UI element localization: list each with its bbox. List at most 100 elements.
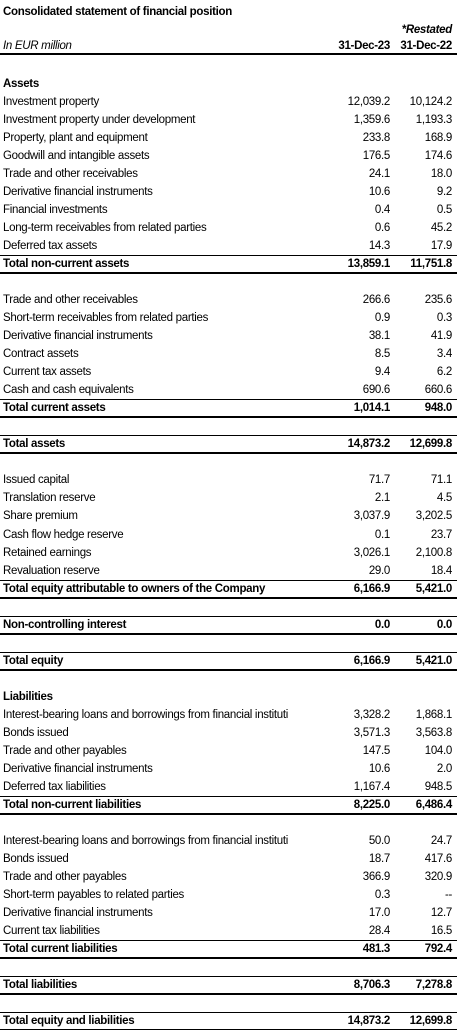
column-header: 31-Dec-22 <box>400 40 452 52</box>
row-label: Derivative financial instruments <box>3 186 153 199</box>
total-rule-top <box>0 435 457 437</box>
row-value: 3,037.9 <box>353 510 391 523</box>
row-value: 18.7 <box>368 852 390 865</box>
total-value: 14,873.2 <box>347 1015 391 1028</box>
unit: In EUR million <box>3 40 72 52</box>
row-label: Retained earnings <box>3 546 92 559</box>
row-value: 45.2 <box>430 222 452 235</box>
row-value: 17.9 <box>430 240 452 253</box>
row-value: 9.2 <box>436 186 452 199</box>
total-label: Total non-current liabilities <box>3 798 142 811</box>
row-label: Trade and other payables <box>3 744 127 757</box>
total-value: 0.0 <box>436 618 452 631</box>
row-label: Translation reserve <box>3 492 96 505</box>
row-value: 0.3 <box>374 888 390 901</box>
row-value: 174.6 <box>424 150 453 163</box>
total-value: 12,699.8 <box>409 438 453 451</box>
row-value: 948.5 <box>424 780 453 793</box>
total-rule-bottom <box>0 993 457 995</box>
row-value: 1,167.4 <box>353 780 391 793</box>
row-value: 28.4 <box>368 924 390 937</box>
row-value: 0.5 <box>436 204 452 217</box>
row-value: 235.6 <box>424 294 453 307</box>
row-value: 0.4 <box>374 204 390 217</box>
row-label: Short-term payables to related parties <box>3 888 185 901</box>
total-value: 792.4 <box>424 942 453 955</box>
row-value: 3.4 <box>436 348 452 361</box>
total-value: 0.0 <box>374 618 390 631</box>
total-rule-bottom <box>0 416 457 419</box>
row-value: 24.1 <box>368 168 390 181</box>
row-value: 3,563.8 <box>415 726 453 739</box>
row-value: 10,124.2 <box>409 96 453 109</box>
total-value: 6,166.9 <box>353 654 391 667</box>
row-value: -- <box>444 888 452 901</box>
row-label: Derivative financial instruments <box>3 330 153 343</box>
row-label: Current tax assets <box>3 366 91 379</box>
row-value: 1,868.1 <box>415 708 453 721</box>
row-label: Short-term receivables from related part… <box>3 312 209 325</box>
total-rule-bottom <box>0 956 457 959</box>
row-label: Deferred tax liabilities <box>3 780 106 793</box>
row-value: 3,202.5 <box>415 510 453 523</box>
row-value: 10.6 <box>368 762 390 775</box>
row-label: Derivative financial instruments <box>3 762 153 775</box>
row-value: 3,328.2 <box>353 708 391 721</box>
total-value: 12,699.8 <box>409 1015 453 1028</box>
row-label: Contract assets <box>3 348 79 361</box>
total-label: Total non-current assets <box>3 258 130 271</box>
row-label: Issued capital <box>3 474 70 487</box>
total-value: 6,166.9 <box>353 582 391 595</box>
row-value: 2,100.8 <box>415 546 453 559</box>
row-value: 104.0 <box>424 744 453 757</box>
total-value: 5,421.0 <box>415 582 453 595</box>
row-label: Revaluation reserve <box>3 564 100 577</box>
row-label: Goodwill and intangible assets <box>3 150 150 163</box>
row-value: 320.9 <box>424 870 453 883</box>
row-label: Trade and other payables <box>3 870 127 883</box>
total-value: 11,751.8 <box>410 258 452 271</box>
row-value: 14.3 <box>368 240 390 253</box>
total-value: 948.0 <box>424 402 453 415</box>
row-value: 147.5 <box>362 744 391 757</box>
total-rule-top <box>0 615 457 617</box>
total-label: Total current liabilities <box>3 942 118 955</box>
row-label: Investment property under development <box>3 114 196 127</box>
row-value: 2.0 <box>436 762 452 775</box>
total-rule-top <box>0 939 457 941</box>
total-value: 6,486.4 <box>415 798 453 811</box>
row-value: 12.7 <box>430 906 452 919</box>
row-value: 0.6 <box>374 222 390 235</box>
total-rule-top <box>0 579 457 581</box>
total-rule-bottom <box>0 596 457 599</box>
row-value: 1,193.3 <box>415 114 453 127</box>
row-value: 266.6 <box>362 294 391 307</box>
total-label: Total current assets <box>3 402 106 415</box>
row-value: 3,026.1 <box>353 546 391 559</box>
total-value: 13,859.1 <box>347 258 391 271</box>
total-value: 481.3 <box>362 942 391 955</box>
row-value: 1,359.6 <box>353 114 391 127</box>
total-value: 5,421.0 <box>415 654 453 667</box>
row-value: 0.1 <box>374 528 390 541</box>
total-rule-bottom <box>0 452 457 455</box>
row-value: 23.7 <box>430 528 452 541</box>
column-header: 31-Dec-23 <box>338 40 390 52</box>
row-value: 18.0 <box>430 168 452 181</box>
total-rule-top <box>0 399 457 401</box>
total-rule-top <box>0 255 457 257</box>
row-label: Deferred tax assets <box>3 240 98 253</box>
total-value: 8,706.3 <box>353 979 391 991</box>
row-value: 10.6 <box>368 186 390 199</box>
row-value: 3,571.3 <box>353 726 391 739</box>
total-rule-bottom <box>0 812 457 815</box>
row-value: 2.1 <box>374 492 390 505</box>
row-value: 41.9 <box>430 330 452 343</box>
row-label: Interest-bearing loans and borrowings fr… <box>3 708 289 721</box>
section-heading: Liabilities <box>3 690 53 703</box>
total-rule-bottom <box>0 668 457 671</box>
total-value: 7,278.8 <box>415 979 453 991</box>
row-value: 6.2 <box>436 366 452 379</box>
row-label: Share premium <box>3 510 78 523</box>
